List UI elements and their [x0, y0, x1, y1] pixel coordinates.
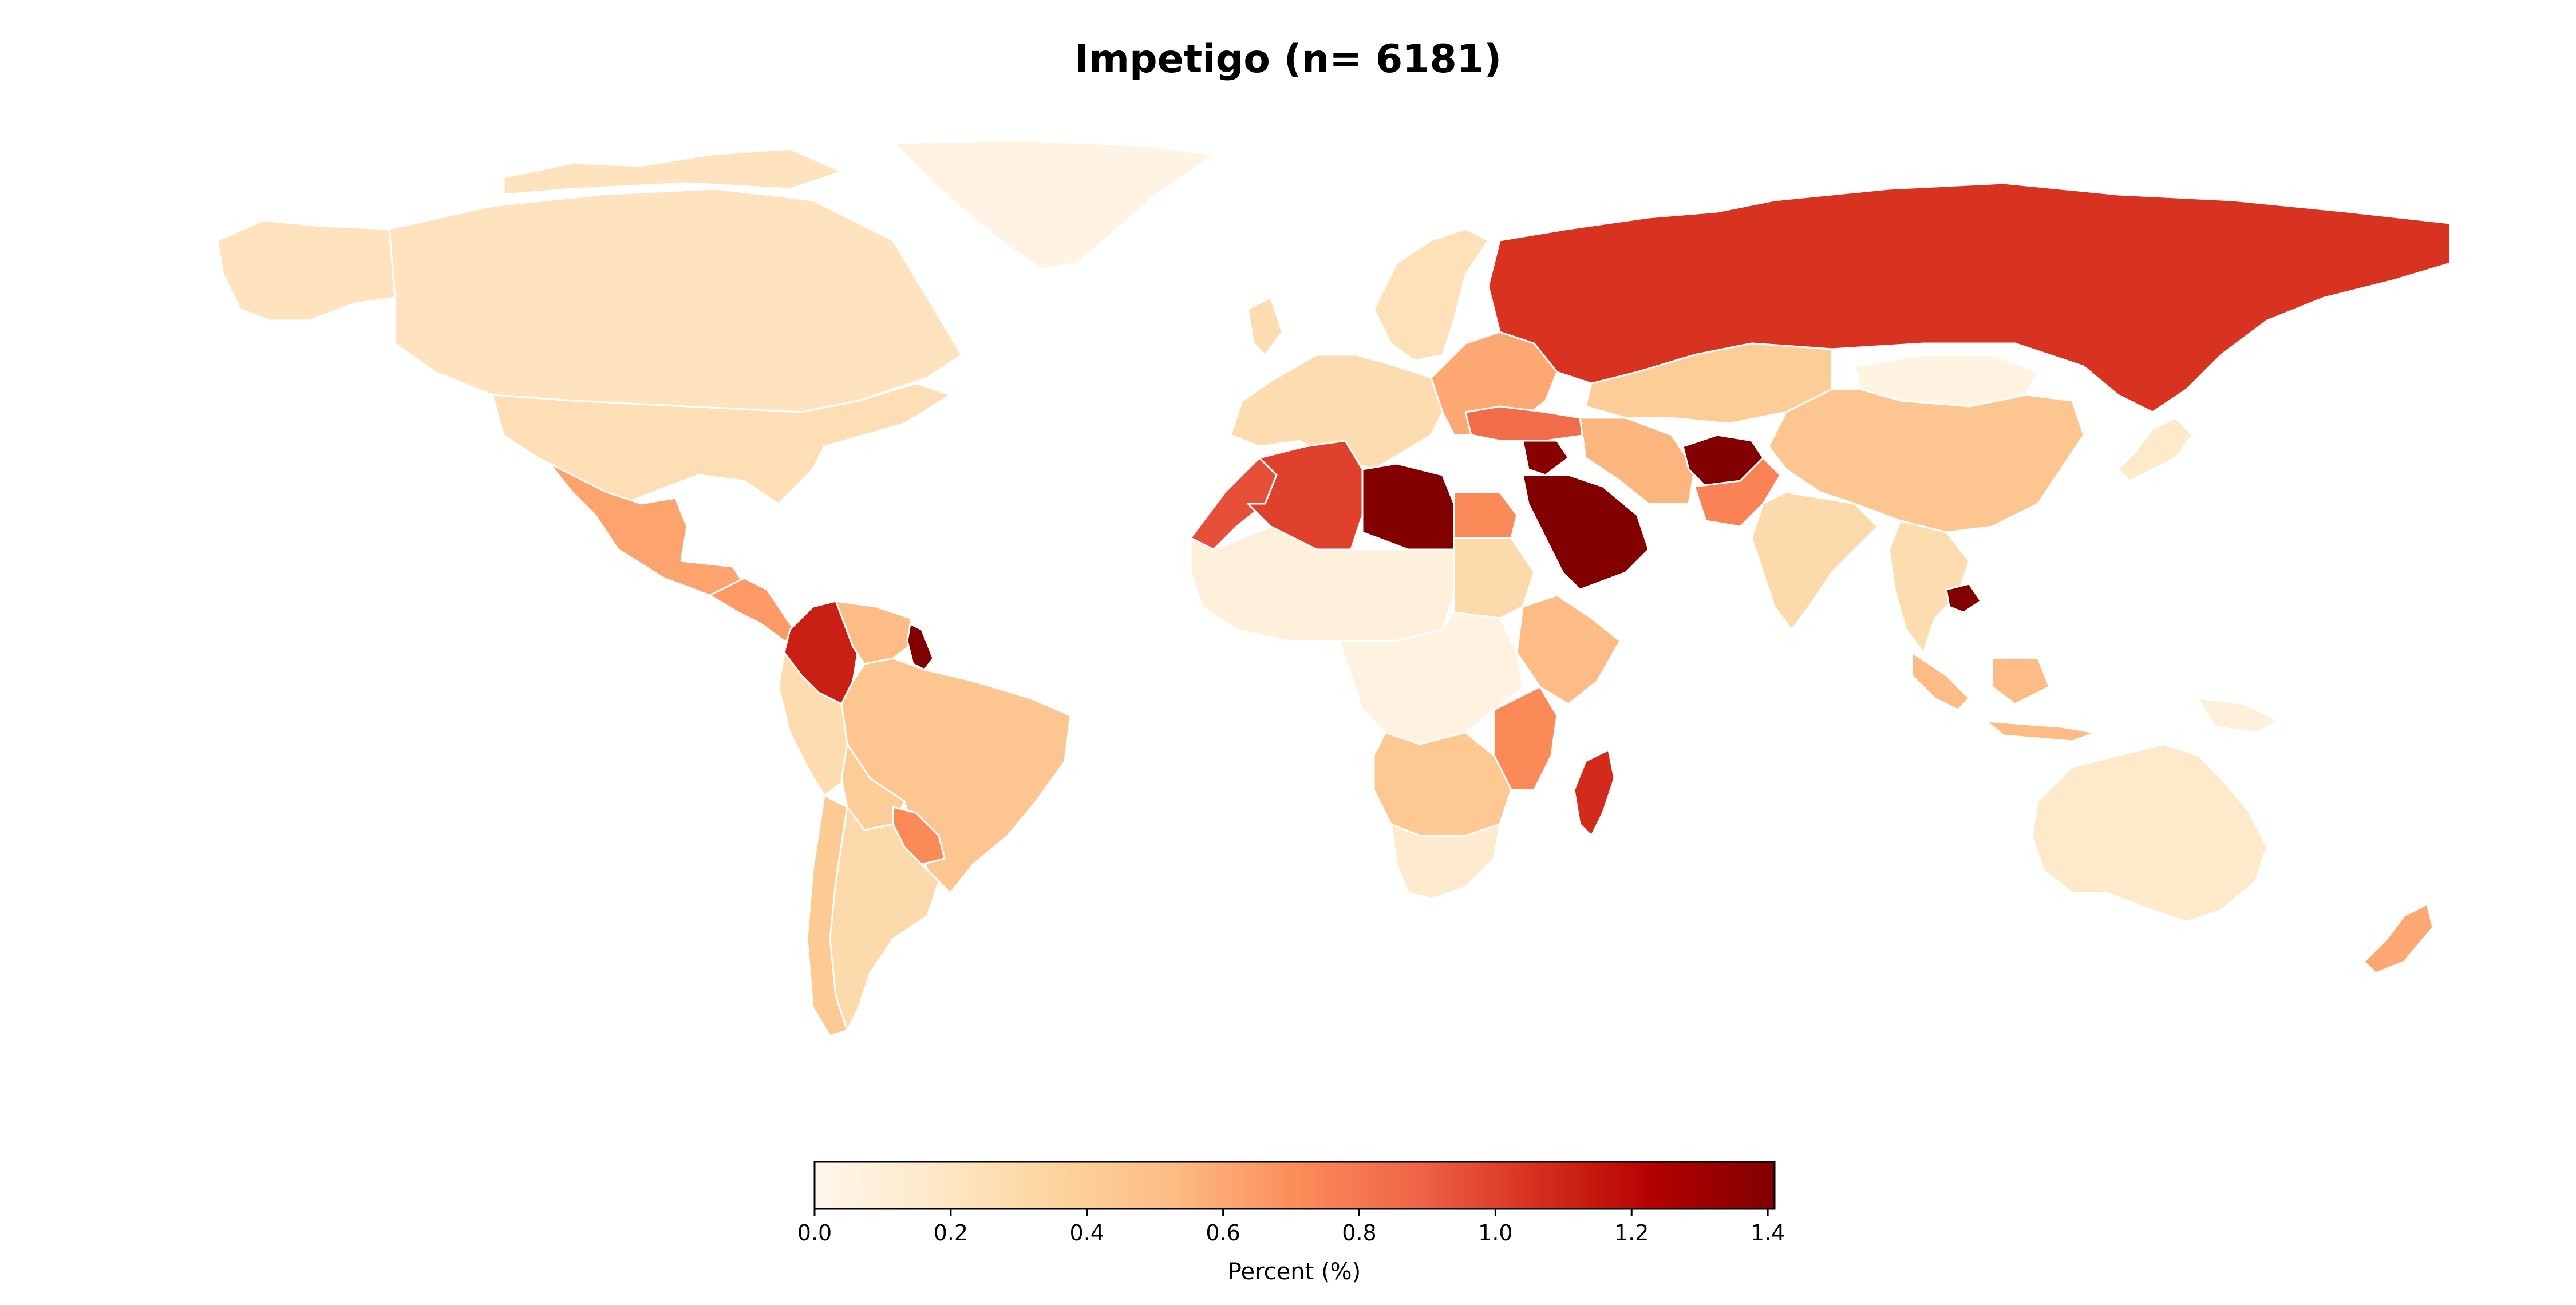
region-western-europe — [1230, 296, 1444, 470]
region-canada — [388, 148, 963, 413]
region-syria — [1522, 440, 1570, 476]
region-iran — [1579, 417, 1696, 505]
colorbar-tick-label: 0.6 — [1206, 1220, 1240, 1245]
region-greenland — [892, 139, 1215, 270]
region-madagascar — [1573, 749, 1615, 837]
colorbar-ticks: 0.0 0.2 0.4 0.6 0.8 1.0 1.2 1.4 — [797, 1209, 1785, 1245]
region-southern-africa — [1373, 731, 1512, 837]
region-india — [1751, 491, 1879, 631]
region-saudi-arabia — [1522, 474, 1650, 591]
region-cambodia — [1945, 583, 1982, 614]
region-southeast-asia — [1888, 520, 1970, 654]
region-ethiopia — [1516, 594, 1621, 705]
region-japan — [2117, 417, 2194, 482]
colorbar-tick-label: 0.2 — [934, 1220, 968, 1245]
region-sahel — [1190, 525, 1455, 642]
region-central-america — [709, 577, 803, 642]
region-new-zealand — [2363, 903, 2434, 974]
colorbar-tick-label: 0.4 — [1070, 1220, 1104, 1245]
region-indonesia — [1911, 651, 2096, 742]
region-scandinavia — [1373, 228, 1490, 362]
region-sudan — [1453, 537, 1535, 619]
region-turkey — [1464, 405, 1587, 442]
colorbar-tick-label: 1.0 — [1478, 1220, 1512, 1245]
colorbar-gradient — [813, 1161, 1776, 1210]
region-libya — [1361, 462, 1455, 551]
colorbar-tick-label: 1.4 — [1751, 1220, 1785, 1245]
colorbar-tick-label: 0.0 — [797, 1220, 832, 1245]
region-papua-new-guinea — [2197, 697, 2279, 734]
map-title: Impetigo (n= 6181) — [1074, 37, 1502, 82]
region-alaska — [216, 219, 396, 322]
region-guyana — [906, 623, 934, 671]
region-pakistan — [1693, 457, 1781, 528]
region-south-africa — [1390, 823, 1501, 900]
region-venezuela — [835, 600, 917, 665]
region-china — [1768, 388, 2085, 533]
region-chile — [806, 794, 848, 1037]
land-regions — [216, 139, 2451, 1037]
region-central-africa — [1338, 611, 1524, 745]
colorbar-tick-label: 1.2 — [1614, 1220, 1649, 1245]
colorbar-label: Percent (%) — [1228, 1259, 1361, 1285]
region-australia — [2031, 743, 2268, 923]
colorbar: 0.0 0.2 0.4 0.6 0.8 1.0 1.2 1.4 Percent (%) — [797, 1161, 1785, 1285]
colorbar-tick-label: 0.8 — [1342, 1220, 1376, 1245]
region-egypt — [1453, 491, 1518, 539]
region-mexico — [548, 462, 745, 596]
